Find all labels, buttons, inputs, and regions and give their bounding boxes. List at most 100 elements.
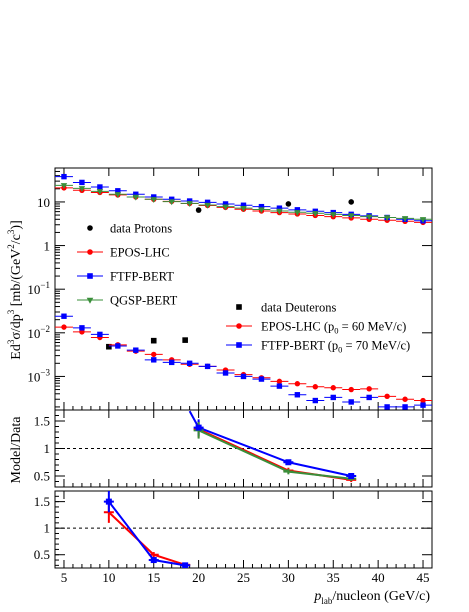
top-point bbox=[312, 397, 319, 404]
top-ytick-base: 1 bbox=[44, 239, 51, 254]
top-point bbox=[240, 205, 247, 212]
xtick-label: 35 bbox=[327, 570, 340, 585]
top-point bbox=[222, 370, 229, 376]
xtick-label: 10 bbox=[102, 570, 115, 585]
legend-marker bbox=[87, 225, 93, 231]
top-point bbox=[222, 201, 229, 207]
top-point bbox=[401, 216, 409, 223]
legend-label: FTFP-BERT (p0 = 70 MeV/c) bbox=[261, 339, 410, 355]
legend-label-main: FTFP-BERT (p bbox=[261, 339, 338, 353]
legend-label-tail: = 60 MeV/c) bbox=[339, 320, 407, 334]
middle-series bbox=[188, 410, 357, 483]
legend-marker bbox=[87, 249, 93, 255]
top-point bbox=[78, 186, 86, 193]
top-point bbox=[60, 183, 68, 190]
top-point bbox=[276, 208, 283, 215]
top-point bbox=[312, 384, 319, 390]
xtick-label: 45 bbox=[417, 570, 430, 585]
top-point bbox=[115, 343, 121, 349]
top-ytick-exp: −3 bbox=[40, 367, 50, 377]
top-point bbox=[79, 179, 85, 186]
legend-label: FTFP-BERT bbox=[110, 270, 174, 284]
top-point bbox=[294, 207, 301, 213]
legend-label-main: data Deuterons bbox=[261, 301, 336, 315]
top-point bbox=[61, 313, 67, 319]
legend-marker bbox=[236, 342, 242, 348]
ylabel-e: [mb/(GeV bbox=[9, 249, 24, 310]
top-point bbox=[258, 203, 265, 210]
ylabel-h: 3 bbox=[6, 229, 16, 234]
top-point bbox=[168, 359, 175, 366]
xtick-label: 20 bbox=[192, 570, 205, 585]
top-ytick-label: 10−1 bbox=[27, 280, 50, 297]
top-point bbox=[151, 194, 157, 200]
legend-label-sub: 0 bbox=[338, 345, 342, 355]
legend-marker bbox=[87, 273, 93, 279]
top-point bbox=[204, 202, 211, 209]
top-point bbox=[384, 404, 390, 410]
legend-label-sub: 0 bbox=[334, 326, 338, 336]
top-point bbox=[258, 207, 265, 214]
top-ytick-base: 10 bbox=[27, 369, 40, 384]
top-ytick-label: 10 bbox=[37, 195, 50, 210]
legend-marker bbox=[236, 304, 242, 310]
top-point bbox=[186, 198, 193, 204]
top-point bbox=[348, 399, 354, 405]
top-point bbox=[330, 212, 337, 219]
top-point bbox=[61, 324, 67, 330]
top-point bbox=[285, 201, 292, 207]
top-point bbox=[276, 205, 283, 211]
top-point bbox=[294, 392, 301, 398]
ratio-point bbox=[285, 459, 292, 466]
top-ytick-label: 10−3 bbox=[27, 367, 50, 384]
top-point bbox=[133, 347, 139, 353]
legend-label: data Protons bbox=[110, 222, 172, 236]
top-point bbox=[106, 343, 112, 350]
xlabel-rest: /nucleon (GeV/c) bbox=[332, 589, 430, 604]
top-ytick-label: 1 bbox=[44, 239, 51, 254]
ratio-series-group bbox=[103, 491, 191, 568]
legend-label-main: EPOS-LHC (p bbox=[261, 320, 334, 334]
middle-axes: 0.5 1 1.5 bbox=[34, 410, 432, 488]
ratio-ytick-label: 1 bbox=[44, 441, 51, 456]
legend-protons: data Protons EPOS-LHC FTFP-BERT QGSP-BERT bbox=[77, 222, 178, 308]
xtick-label: 40 bbox=[372, 570, 385, 585]
ratio-point bbox=[105, 498, 112, 505]
ratio-point bbox=[150, 557, 157, 564]
top-point bbox=[366, 386, 372, 392]
top-point bbox=[222, 204, 229, 211]
top-point bbox=[186, 360, 193, 366]
top-point bbox=[61, 173, 67, 180]
top-point bbox=[330, 394, 336, 401]
top-ytick-base: 10 bbox=[27, 282, 40, 297]
top-point bbox=[402, 396, 408, 402]
top-point bbox=[96, 189, 104, 196]
top-point bbox=[186, 201, 193, 208]
top-point bbox=[97, 331, 103, 338]
ratio-line bbox=[108, 511, 186, 566]
top-point bbox=[366, 394, 372, 401]
legend-label: EPOS-LHC bbox=[110, 246, 170, 260]
top-point bbox=[420, 397, 426, 404]
top-point bbox=[79, 325, 85, 331]
top-point bbox=[204, 199, 211, 206]
top-point bbox=[348, 199, 355, 205]
legend-label: QGSP-BERT bbox=[110, 294, 178, 308]
ylabel-c: σ/dp bbox=[9, 314, 24, 339]
legend-label: EPOS-LHC (p0 = 60 MeV/c) bbox=[261, 320, 406, 336]
xtick-label: 25 bbox=[237, 570, 250, 585]
top-point bbox=[182, 337, 188, 343]
legend-label-tail: = 70 MeV/c) bbox=[342, 339, 410, 353]
top-point bbox=[168, 199, 175, 206]
ratio-line bbox=[108, 501, 186, 567]
top-series bbox=[55, 173, 432, 410]
top-point bbox=[150, 197, 157, 203]
top-point bbox=[312, 211, 319, 217]
top-point bbox=[294, 210, 301, 216]
xlabel-p: p bbox=[313, 589, 321, 604]
top-point bbox=[420, 402, 426, 408]
ratio-ylabel: Model/Data bbox=[9, 416, 24, 484]
top-ylabel: Ed3σ/dp3 [mb/(GeV2/c3)] bbox=[6, 220, 24, 359]
